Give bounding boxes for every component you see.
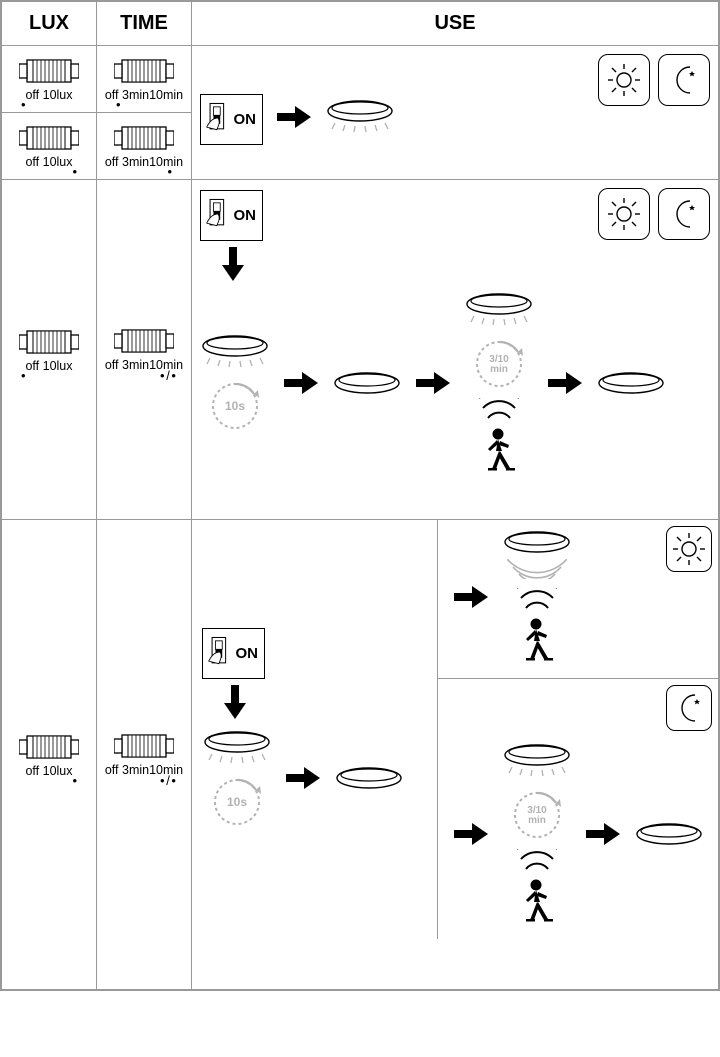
motion-waves-icon <box>517 849 557 878</box>
lux-label: off 10lux <box>8 764 90 778</box>
arrow-right-icon <box>548 372 582 399</box>
ceiling-lamp-off-icon <box>502 530 572 559</box>
timer-310-icon: 3/10min <box>474 339 524 394</box>
motion-waves-icon <box>517 588 557 617</box>
lux-module-off: off 10lux • <box>8 327 90 379</box>
ceiling-lamp-on-icon <box>200 334 270 375</box>
arrow-right-icon <box>586 823 620 850</box>
use-cell-row3: ON 10s <box>192 520 719 990</box>
arrow-right-icon <box>286 767 320 794</box>
moon-icon <box>658 54 710 106</box>
arrow-right-icon <box>284 372 318 399</box>
wall-switch-on: ON <box>202 628 265 679</box>
hand-press-icon <box>205 99 227 135</box>
moon-icon <box>658 188 710 240</box>
person-walking-icon <box>482 427 516 478</box>
arrow-right-icon <box>416 372 450 399</box>
ceiling-lamp-off-icon <box>334 766 404 795</box>
on-label: ON <box>233 207 256 224</box>
use-cell-row1: ON <box>192 46 719 180</box>
motion-waves-icon <box>479 398 519 427</box>
use-cell-row2: ON 10s 3/10min <box>192 180 719 520</box>
moon-icon <box>666 685 712 731</box>
on-label: ON <box>233 111 256 128</box>
use-night-branch: 3/10min <box>437 679 718 940</box>
ceiling-lamp-off-icon <box>332 371 402 400</box>
ceiling-lamp-off-icon <box>634 822 704 851</box>
lux-module-10lux: off 10lux • <box>8 123 90 175</box>
person-walking-icon <box>520 617 554 668</box>
arrow-down-icon <box>222 247 710 286</box>
time-module-3or10: off 3min10min • / • <box>103 326 185 380</box>
dot-indicator-pair: • / • <box>103 372 185 380</box>
switch-module-icon <box>114 56 174 86</box>
lux-module-off: off 10lux • <box>8 56 90 108</box>
arrow-right-icon <box>277 106 311 133</box>
lux-label: off 10lux <box>8 155 90 169</box>
sun-icon <box>598 54 650 106</box>
sun-icon <box>666 526 712 572</box>
switch-module-icon <box>114 123 174 153</box>
switch-module-icon <box>114 326 174 356</box>
switch-module-icon <box>19 732 79 762</box>
ceiling-lamp-on-icon <box>325 99 395 140</box>
dot-indicator: • <box>8 102 90 108</box>
flow-sensor-sequence: 10s 3/10min <box>200 292 710 478</box>
switch-module-icon <box>19 56 79 86</box>
lux-module-10lux: off 10lux • <box>8 732 90 784</box>
hand-press-icon <box>205 195 227 231</box>
timer-10s-icon: 10s <box>212 777 262 832</box>
ceiling-lamp-off-icon <box>596 371 666 400</box>
use-day-branch <box>437 520 718 679</box>
time-module-10min: off 3min10min • <box>103 123 185 175</box>
svg-text:min: min <box>528 815 546 826</box>
header-time: TIME <box>97 2 192 46</box>
arrow-right-icon <box>454 823 488 850</box>
table-row: off 10lux • off 3min10min • ON <box>2 46 719 113</box>
svg-text:10s: 10s <box>227 795 247 809</box>
svg-text:10s: 10s <box>225 399 245 413</box>
timer-10s-icon: 10s <box>210 381 260 436</box>
dot-indicator: • <box>8 778 90 784</box>
switch-module-icon <box>19 327 79 357</box>
dot-indicator: • <box>8 373 90 379</box>
arrow-right-icon <box>454 586 488 613</box>
header-use: USE <box>192 2 719 46</box>
wall-switch-on: ON <box>200 94 263 145</box>
table-row: off 10lux • off 3min10min • / • ON <box>2 520 719 990</box>
table-row: off 10lux • off 3min10min • / • ON <box>2 180 719 520</box>
dot-indicator: • <box>103 102 185 108</box>
instruction-table: LUX TIME USE off 10lux • off 3min10min • <box>0 0 720 991</box>
person-walking-icon <box>520 878 554 929</box>
sensor-waves-icon <box>507 559 567 584</box>
day-night-badges <box>598 188 710 240</box>
dot-indicator: • <box>8 169 90 175</box>
dot-indicator: • <box>103 169 185 175</box>
arrow-down-icon <box>224 685 427 724</box>
switch-module-icon <box>114 731 174 761</box>
ceiling-lamp-on-icon <box>202 730 272 771</box>
switch-module-icon <box>19 123 79 153</box>
sun-icon <box>598 188 650 240</box>
svg-text:min: min <box>490 364 508 375</box>
wall-switch-on: ON <box>200 190 263 241</box>
day-night-badges <box>598 54 710 106</box>
hand-press-icon <box>207 633 229 669</box>
time-label: off 3min10min <box>103 155 185 169</box>
dot-indicator-pair: • / • <box>103 777 185 785</box>
flow-initial: ON 10s <box>202 628 427 832</box>
timer-310-icon: 3/10min <box>512 790 562 845</box>
time-module-3or10: off 3min10min • / • <box>103 731 185 785</box>
time-module-off: off 3min10min • <box>103 56 185 108</box>
ceiling-lamp-on-icon <box>464 292 534 333</box>
ceiling-lamp-on-icon <box>502 743 572 784</box>
on-label: ON <box>235 645 258 662</box>
header-lux: LUX <box>2 2 97 46</box>
